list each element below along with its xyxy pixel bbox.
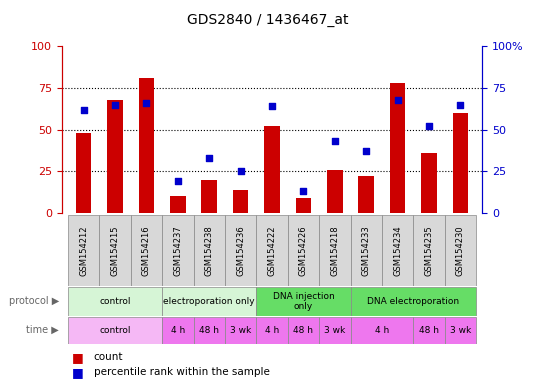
Bar bbox=[390, 83, 405, 213]
Text: GSM154215: GSM154215 bbox=[110, 225, 120, 276]
Text: DNA electroporation: DNA electroporation bbox=[367, 297, 459, 306]
Bar bbox=[233, 190, 249, 213]
Bar bbox=[170, 197, 185, 213]
Text: protocol ▶: protocol ▶ bbox=[9, 296, 59, 306]
Text: electroporation only: electroporation only bbox=[163, 297, 255, 306]
FancyBboxPatch shape bbox=[99, 215, 131, 286]
FancyBboxPatch shape bbox=[225, 215, 256, 286]
Text: 4 h: 4 h bbox=[265, 326, 279, 335]
FancyBboxPatch shape bbox=[413, 215, 445, 286]
FancyBboxPatch shape bbox=[382, 215, 413, 286]
Point bbox=[456, 101, 465, 108]
FancyBboxPatch shape bbox=[225, 317, 256, 344]
FancyBboxPatch shape bbox=[288, 215, 319, 286]
FancyBboxPatch shape bbox=[413, 317, 445, 344]
Text: GSM154216: GSM154216 bbox=[142, 225, 151, 276]
Text: DNA injection
only: DNA injection only bbox=[272, 291, 334, 311]
FancyBboxPatch shape bbox=[162, 287, 256, 316]
FancyBboxPatch shape bbox=[256, 287, 351, 316]
Bar bbox=[139, 78, 154, 213]
Text: GSM154233: GSM154233 bbox=[362, 225, 371, 276]
Bar bbox=[295, 198, 311, 213]
Point bbox=[142, 100, 151, 106]
Point bbox=[236, 168, 245, 174]
Text: GSM154236: GSM154236 bbox=[236, 225, 245, 276]
Text: 48 h: 48 h bbox=[419, 326, 439, 335]
Text: 3 wk: 3 wk bbox=[324, 326, 345, 335]
FancyBboxPatch shape bbox=[445, 215, 476, 286]
Text: 48 h: 48 h bbox=[199, 326, 219, 335]
Point bbox=[174, 178, 182, 184]
Point bbox=[331, 138, 339, 144]
FancyBboxPatch shape bbox=[351, 215, 382, 286]
Point bbox=[79, 106, 88, 113]
FancyBboxPatch shape bbox=[68, 287, 162, 316]
Bar bbox=[359, 176, 374, 213]
Text: time ▶: time ▶ bbox=[26, 325, 59, 335]
Bar bbox=[202, 180, 217, 213]
Text: GDS2840 / 1436467_at: GDS2840 / 1436467_at bbox=[187, 13, 349, 27]
Bar bbox=[76, 133, 92, 213]
Bar bbox=[421, 153, 437, 213]
Text: ■: ■ bbox=[72, 351, 84, 364]
FancyBboxPatch shape bbox=[319, 317, 351, 344]
FancyBboxPatch shape bbox=[319, 215, 351, 286]
FancyBboxPatch shape bbox=[193, 215, 225, 286]
Text: 4 h: 4 h bbox=[170, 326, 185, 335]
Bar bbox=[107, 99, 123, 213]
FancyBboxPatch shape bbox=[193, 317, 225, 344]
Point bbox=[425, 123, 433, 129]
Text: 3 wk: 3 wk bbox=[230, 326, 251, 335]
FancyBboxPatch shape bbox=[162, 215, 193, 286]
Text: 3 wk: 3 wk bbox=[450, 326, 471, 335]
Text: GSM154234: GSM154234 bbox=[393, 225, 402, 276]
FancyBboxPatch shape bbox=[288, 317, 319, 344]
Point bbox=[393, 96, 402, 103]
FancyBboxPatch shape bbox=[256, 215, 288, 286]
Text: percentile rank within the sample: percentile rank within the sample bbox=[94, 367, 270, 377]
FancyBboxPatch shape bbox=[351, 287, 476, 316]
FancyBboxPatch shape bbox=[68, 215, 99, 286]
FancyBboxPatch shape bbox=[131, 215, 162, 286]
Text: count: count bbox=[94, 352, 123, 362]
Text: ■: ■ bbox=[72, 366, 84, 379]
Text: 48 h: 48 h bbox=[293, 326, 314, 335]
FancyBboxPatch shape bbox=[351, 317, 413, 344]
Text: GSM154238: GSM154238 bbox=[205, 225, 214, 276]
Text: GSM154218: GSM154218 bbox=[330, 225, 339, 276]
Point bbox=[268, 103, 277, 109]
FancyBboxPatch shape bbox=[445, 317, 476, 344]
Text: GSM154235: GSM154235 bbox=[425, 225, 434, 276]
Text: control: control bbox=[99, 326, 131, 335]
Text: GSM154230: GSM154230 bbox=[456, 225, 465, 276]
Text: GSM154237: GSM154237 bbox=[173, 225, 182, 276]
Bar bbox=[264, 126, 280, 213]
Point bbox=[111, 101, 120, 108]
FancyBboxPatch shape bbox=[256, 317, 288, 344]
Point bbox=[299, 188, 308, 194]
Text: control: control bbox=[99, 297, 131, 306]
Bar bbox=[452, 113, 468, 213]
Bar bbox=[327, 170, 343, 213]
Point bbox=[362, 148, 370, 154]
Text: GSM154226: GSM154226 bbox=[299, 225, 308, 276]
Text: GSM154222: GSM154222 bbox=[267, 225, 277, 276]
Text: 4 h: 4 h bbox=[375, 326, 389, 335]
FancyBboxPatch shape bbox=[162, 317, 193, 344]
Point bbox=[205, 155, 213, 161]
FancyBboxPatch shape bbox=[68, 317, 162, 344]
Text: GSM154212: GSM154212 bbox=[79, 225, 88, 276]
